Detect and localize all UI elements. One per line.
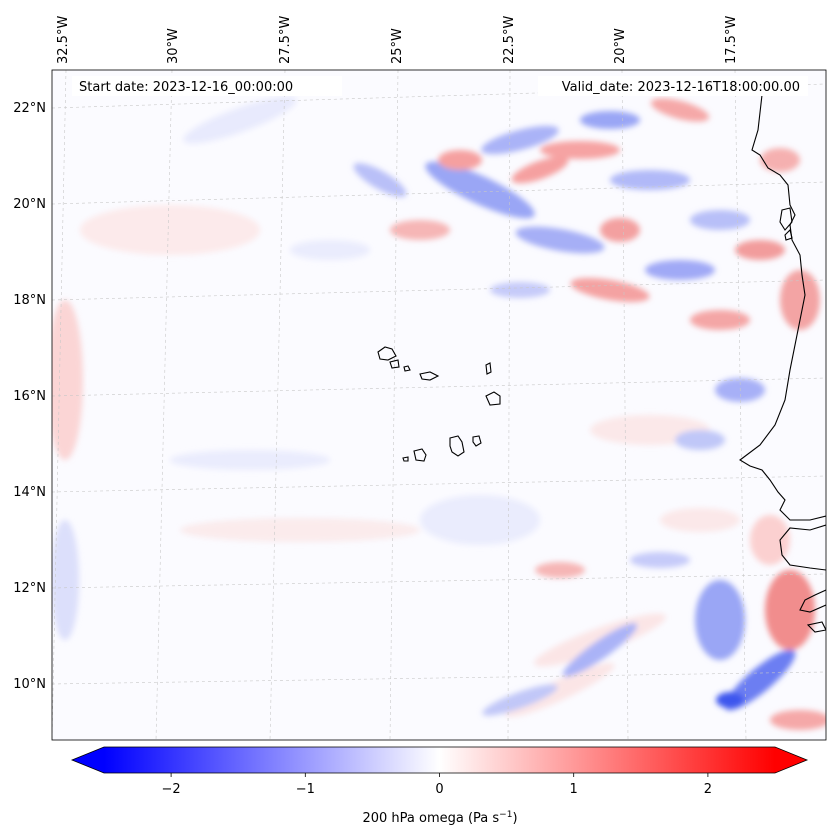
lon-label-30w: 30°W [166, 28, 181, 64]
lon-label-20w: 20°W [613, 28, 628, 64]
lon-label-17-5w: 17.5°W [724, 16, 739, 64]
lat-label-12n: 12°N [13, 581, 46, 596]
colorbar-tick-label: 0 [435, 782, 443, 797]
colorbar-extend-max [775, 747, 807, 773]
colorbar-gradient [104, 747, 775, 773]
lat-label-18n: 18°N [13, 293, 46, 308]
colorbar-tick-label: −1 [296, 782, 315, 797]
lon-label-32-5w: 32.5°W [56, 16, 71, 64]
omega-field [52, 70, 826, 740]
lat-label-14n: 14°N [13, 485, 46, 500]
valid-date-label: Valid_date: 2023-12-16T18:00:00.00 [562, 80, 800, 95]
lat-label-16n: 16°N [13, 389, 46, 404]
start-date-label: Start date: 2023-12-16_00:00:00 [79, 80, 293, 95]
colorbar-label: 200 hPa omega (Pa s−1) [362, 810, 517, 826]
lat-axis: 22°N 20°N 18°N 16°N 14°N 12°N 10°N [13, 101, 46, 692]
lon-axis: 32.5°W 30°W 27.5°W 25°W 22.5°W 20°W 17.5… [56, 16, 739, 64]
colorbar-extend-min [72, 747, 104, 773]
map-frame [51, 69, 827, 741]
graticule [52, 70, 826, 740]
lat-label-20n: 20°N [13, 197, 46, 212]
colorbar: −2 −1 0 1 2 200 hPa omega (Pa s−1) [70, 746, 809, 826]
omega-shading [52, 96, 826, 730]
lat-label-22n: 22°N [13, 101, 46, 116]
map-panel: Start date: 2023-12-16_00:00:00 Valid_da… [51, 69, 827, 741]
colorbar-tick-label: 1 [570, 782, 578, 797]
lat-label-10n: 10°N [13, 677, 46, 692]
lon-label-25w: 25°W [390, 28, 405, 64]
lon-label-27-5w: 27.5°W [278, 16, 293, 64]
coastlines [377, 79, 826, 633]
colorbar-tick-label: 2 [704, 782, 712, 797]
start-date-box [72, 76, 342, 96]
colorbar-outline [70, 746, 809, 774]
lon-label-22-5w: 22.5°W [502, 16, 517, 64]
valid-date-box [538, 76, 808, 96]
colorbar-tick-label: −2 [162, 782, 181, 797]
colorbar-ticks: −2 −1 0 1 2 [162, 773, 712, 797]
